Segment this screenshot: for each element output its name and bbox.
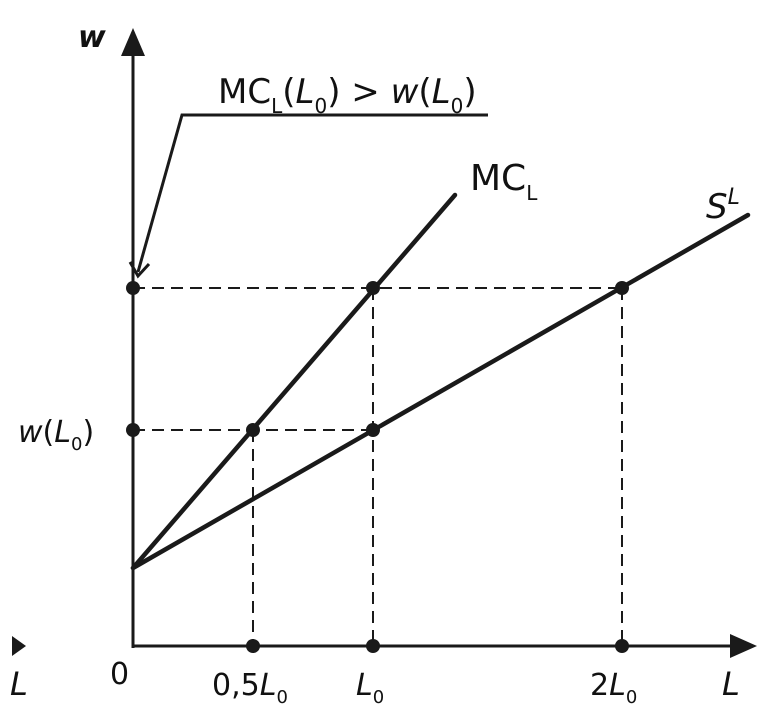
x-tick-l0: L0 [356,668,384,707]
point-supply-l0 [366,423,380,437]
point-wl0 [126,423,140,437]
point-supply-2l0 [615,281,629,295]
y-tick-wl0: w(L0) [18,415,94,455]
y-axis-arrow [121,28,145,56]
left-arrow [12,636,26,656]
point-mc-value [126,281,140,295]
supply-curve-label: SL [706,185,740,227]
annotation-arrowhead [128,261,151,279]
point-mc-half-l0 [246,423,260,437]
point-x-2l0 [615,639,629,653]
supply-curve [130,212,751,571]
annotation-pointer [136,113,488,273]
x-tick-2l0: 2L0 [590,668,637,707]
x-axis-label: L [722,665,740,703]
origin-label: 0 [110,657,129,692]
mc-curve-label: MCL [470,158,538,205]
x-axis-label-left: L [10,665,28,703]
point-x-half-l0 [246,639,260,653]
x-axis-arrow [730,634,757,658]
point-x-l0 [366,639,380,653]
annotation-text: MCL(L0) > w(L0) [218,72,477,118]
x-tick-half-l0: 0,5L0 [212,668,288,707]
y-axis-label: w [78,20,106,55]
point-mc-l0 [366,281,380,295]
mc-curve [130,192,458,571]
